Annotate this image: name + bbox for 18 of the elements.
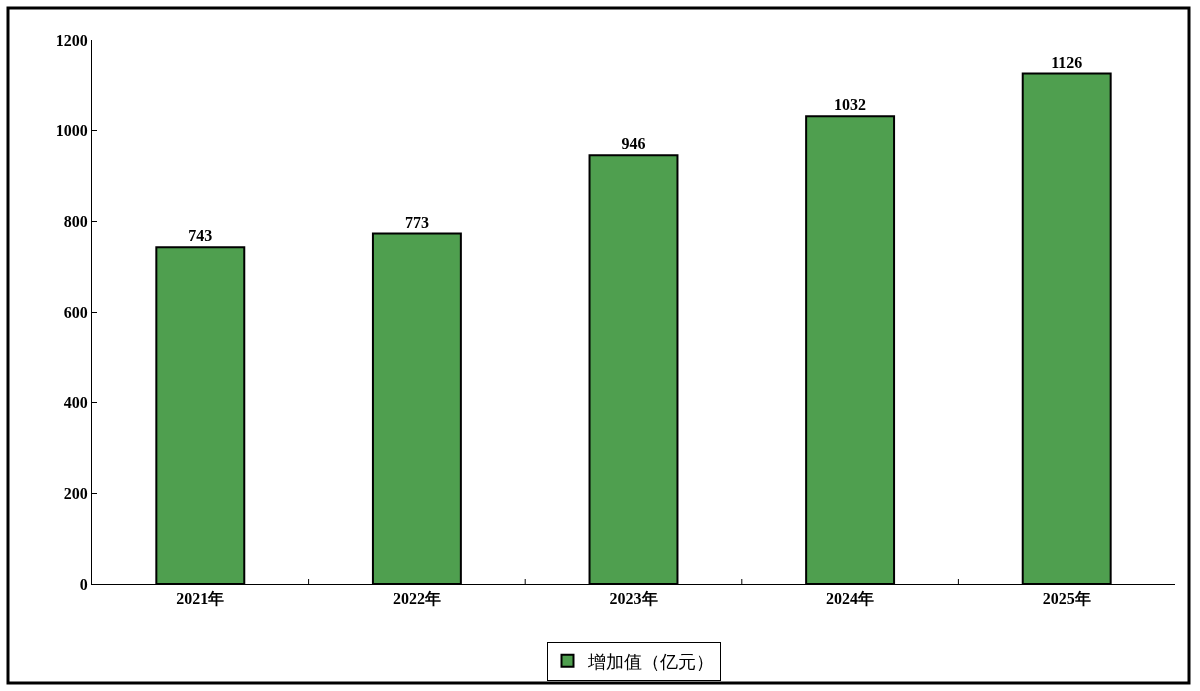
data-label: 1126 [1051,53,1083,71]
y-tick-label: 800 [63,212,88,230]
y-tick-label: 1200 [55,31,88,49]
x-tick-label: 2023年 [609,590,658,608]
y-tick-label: 1000 [55,122,88,140]
data-label: 773 [404,213,429,231]
x-tick-label: 2025年 [1042,590,1091,608]
y-tick-label: 0 [79,575,88,593]
x-tick-label: 2021年 [176,590,225,608]
y-tick-label: 200 [63,484,88,502]
data-label: 743 [188,227,213,245]
x-tick-label: 2022年 [392,590,441,608]
legend-label: 增加值（亿元） [586,651,714,672]
data-label: 946 [621,135,646,153]
y-tick-label: 400 [63,394,88,412]
data-label: 1032 [834,96,867,114]
y-tick-label: 600 [63,303,88,321]
x-tick-label: 2024年 [826,590,875,608]
